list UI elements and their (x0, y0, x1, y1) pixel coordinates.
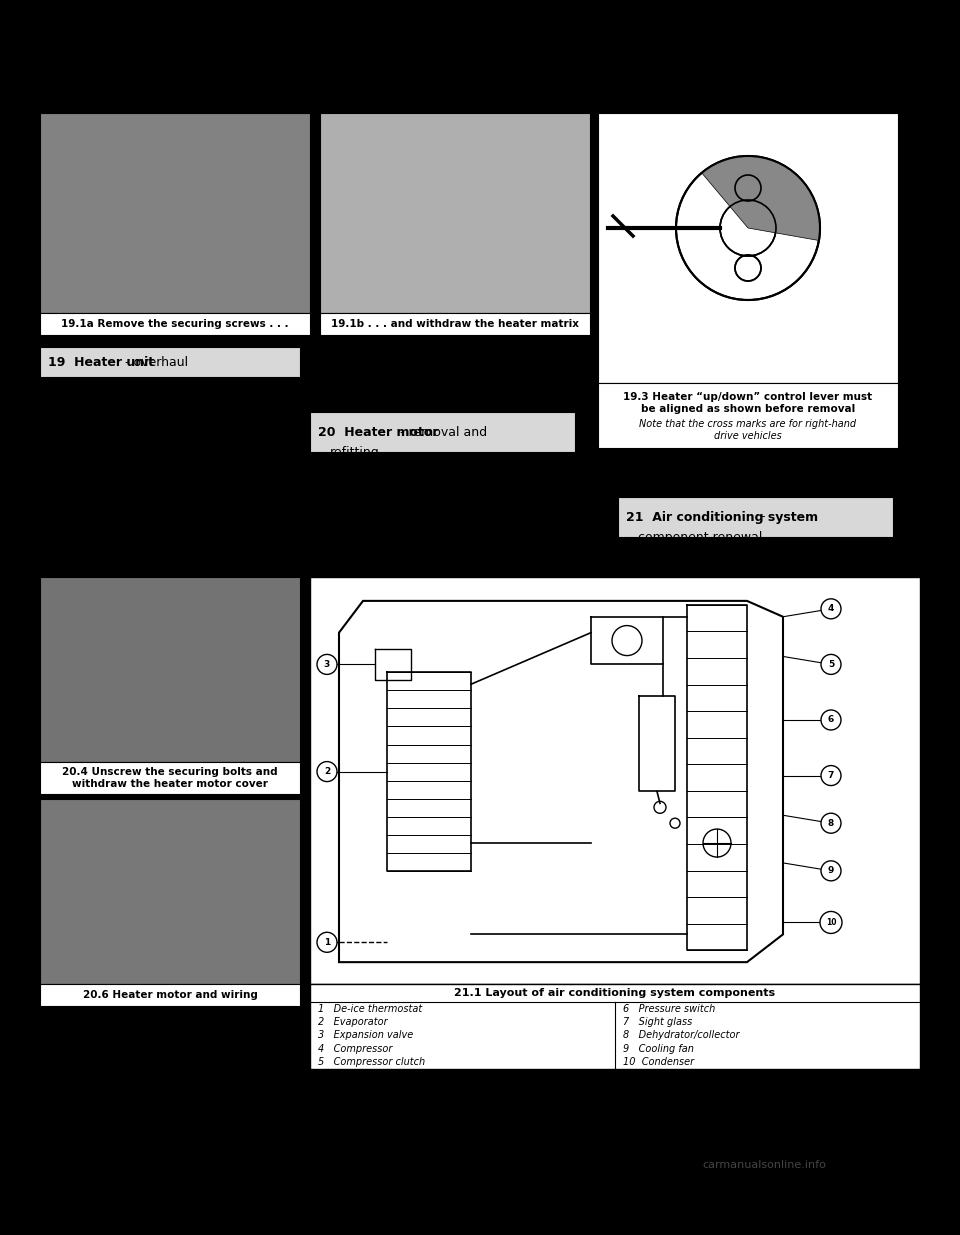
Text: Note that the cross marks are for right-hand
drive vehicles: Note that the cross marks are for right-… (639, 419, 856, 441)
Text: 21  Air conditioning system: 21 Air conditioning system (626, 510, 818, 524)
Text: 8   Dehydrator/collector: 8 Dehydrator/collector (623, 1030, 739, 1041)
Text: 19.3 Heater “up/down” control lever must
be aligned as shown before removal: 19.3 Heater “up/down” control lever must… (623, 393, 873, 414)
Text: 4: 4 (828, 604, 834, 614)
Bar (320, 112, 590, 312)
Polygon shape (702, 156, 820, 241)
Text: 1   De-ice thermostat: 1 De-ice thermostat (318, 1004, 422, 1014)
Text: 8: 8 (828, 819, 834, 827)
Bar (40, 799, 300, 984)
Text: 21.1 Layout of air conditioning system components: 21.1 Layout of air conditioning system c… (454, 988, 776, 998)
Bar (40, 984, 300, 1007)
Circle shape (821, 766, 841, 785)
Text: 9: 9 (828, 866, 834, 876)
Text: 10: 10 (826, 918, 836, 927)
Text: 20  Heater motor: 20 Heater motor (318, 426, 439, 438)
Bar (40, 577, 300, 762)
Text: 10  Condenser: 10 Condenser (623, 1057, 694, 1067)
Circle shape (820, 911, 842, 934)
Text: 19.1a Remove the securing screws . . .: 19.1a Remove the securing screws . . . (61, 319, 289, 329)
Text: 2: 2 (324, 767, 330, 776)
Text: - removal and: - removal and (396, 426, 487, 438)
Text: - overhaul: - overhaul (121, 356, 188, 368)
Circle shape (821, 599, 841, 619)
Text: 20.4 Unscrew the securing bolts and
withdraw the heater motor cover: 20.4 Unscrew the securing bolts and with… (62, 767, 277, 789)
Bar (598, 112, 898, 383)
Text: 7   Sight glass: 7 Sight glass (623, 1018, 692, 1028)
Text: 9   Cooling fan: 9 Cooling fan (623, 1044, 694, 1053)
Text: -: - (757, 510, 766, 524)
Bar (320, 312, 590, 335)
Text: 5   Compressor clutch: 5 Compressor clutch (318, 1057, 425, 1067)
Bar (598, 383, 898, 448)
Bar (40, 347, 300, 377)
Circle shape (821, 655, 841, 674)
Bar (618, 496, 893, 537)
Bar (40, 112, 310, 312)
Circle shape (317, 655, 337, 674)
Text: 5: 5 (828, 659, 834, 669)
Circle shape (654, 802, 666, 814)
Circle shape (821, 861, 841, 881)
Text: refitting: refitting (330, 446, 380, 459)
Bar (310, 577, 920, 984)
Text: 20.6 Heater motor and wiring: 20.6 Heater motor and wiring (83, 990, 257, 1000)
Bar (40, 762, 300, 794)
Text: 19.1b . . . and withdraw the heater matrix: 19.1b . . . and withdraw the heater matr… (331, 319, 579, 329)
Text: 4   Compressor: 4 Compressor (318, 1044, 393, 1053)
Text: 6   Pressure switch: 6 Pressure switch (623, 1004, 715, 1014)
Circle shape (317, 932, 337, 952)
Text: component renewal: component renewal (638, 531, 762, 543)
Text: carmanualsonline.info: carmanualsonline.info (703, 1160, 827, 1170)
Text: 3   Expansion valve: 3 Expansion valve (318, 1030, 413, 1041)
Text: 7: 7 (828, 771, 834, 781)
Circle shape (317, 762, 337, 782)
Circle shape (821, 813, 841, 834)
Bar (310, 984, 920, 1070)
Circle shape (821, 710, 841, 730)
Text: 6: 6 (828, 715, 834, 725)
Text: 3: 3 (324, 659, 330, 669)
Text: 19  Heater unit: 19 Heater unit (48, 356, 155, 368)
Bar (310, 412, 575, 452)
Text: 2   Evaporator: 2 Evaporator (318, 1018, 388, 1028)
Text: 1: 1 (324, 937, 330, 947)
Bar (40, 312, 310, 335)
